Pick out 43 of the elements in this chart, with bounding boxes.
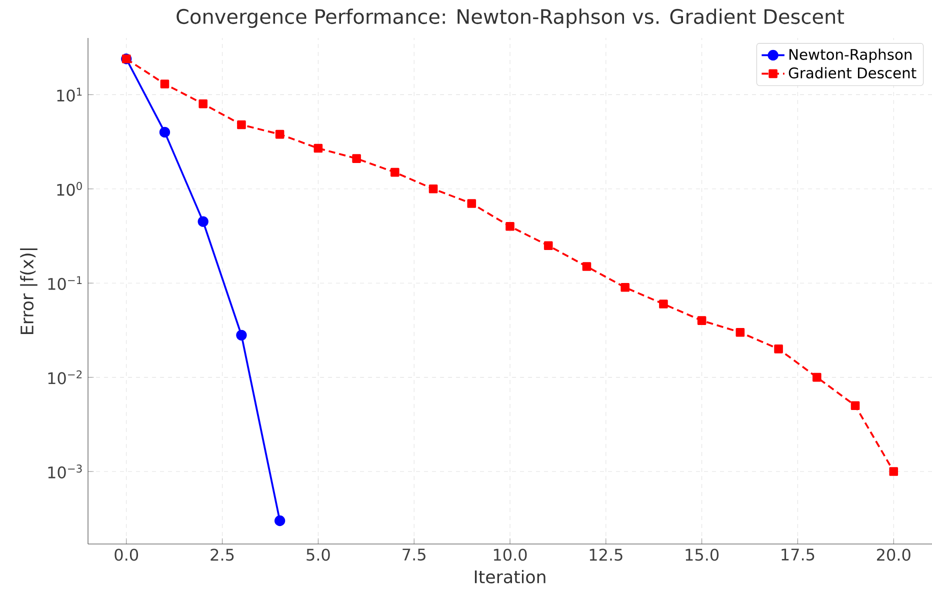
point: [428, 184, 438, 194]
x-tick-label: 5.0: [306, 548, 330, 561]
point: [736, 328, 745, 337]
point: [160, 80, 170, 88]
y-tick-label: 10$^{−3}$: [48, 464, 82, 478]
x-axis-title: Iteration: [474, 570, 546, 584]
y-axis-title: Error |f(x)|: [20, 248, 38, 334]
chart-title: Convergence Performance: Newton-Raphson vs. Gradient Descent: [176, 8, 844, 28]
y-tick-label: 10$^{0}$: [57, 182, 82, 196]
y-tick-label: 10$^{−2}$: [48, 370, 82, 384]
point: [467, 199, 476, 208]
x-tick-label: 15.0: [686, 548, 719, 561]
x-tick-label: 20.0: [876, 548, 910, 561]
point: [620, 283, 630, 292]
point: [198, 216, 208, 227]
point: [159, 126, 170, 138]
x-tick-label: 2.5: [210, 548, 234, 561]
x-tick-label: 0.0: [114, 548, 138, 561]
x-tick-label: 7.5: [402, 548, 426, 561]
point: [812, 372, 822, 382]
point: [237, 120, 246, 130]
point: [314, 144, 323, 153]
legend-label: Gradient Descent: [788, 67, 916, 78]
point: [697, 316, 706, 325]
point: [352, 154, 361, 163]
point: [850, 401, 860, 410]
legend-label: Newton-Raphson: [789, 48, 912, 63]
y-tick-label: 10$^{−1}$: [48, 276, 82, 290]
point: [198, 99, 208, 108]
x-tick-label: 17.5: [782, 548, 814, 561]
point: [889, 467, 898, 476]
point: [582, 262, 592, 271]
point: [774, 344, 783, 354]
point: [274, 515, 286, 526]
point: [544, 241, 553, 250]
point: [390, 168, 400, 177]
x-tick-label: 12.5: [590, 548, 622, 561]
x-tick-label: 10.0: [494, 548, 527, 561]
point: [275, 130, 284, 139]
point: [236, 330, 247, 341]
point: [506, 222, 514, 231]
point: [659, 300, 668, 308]
y-tick-label: 10$^{1}$: [57, 88, 82, 102]
